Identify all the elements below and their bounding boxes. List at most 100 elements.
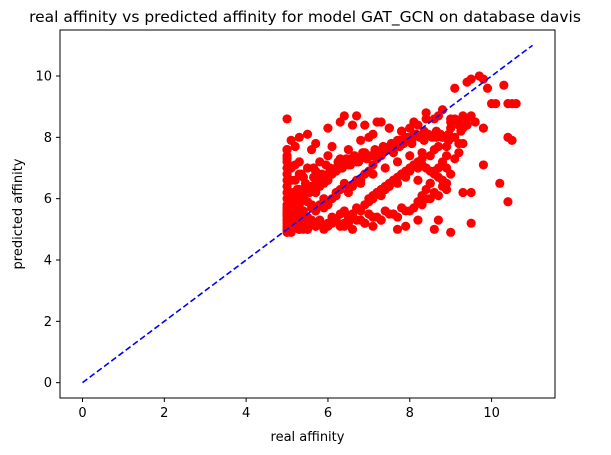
x-tick-label: 10 — [483, 406, 500, 421]
y-axis: 0 2 4 6 8 10 — [35, 70, 60, 391]
plot-area — [59, 29, 556, 399]
y-tick-label: 2 — [44, 315, 52, 330]
data-point — [294, 157, 304, 167]
data-point — [302, 129, 313, 139]
data-point — [376, 215, 386, 225]
data-point — [441, 151, 452, 161]
data-point — [282, 145, 292, 155]
data-point — [478, 74, 489, 84]
data-point — [478, 123, 489, 133]
x-tick-label: 4 — [242, 406, 250, 421]
data-point — [370, 148, 380, 158]
data-point — [417, 148, 427, 158]
data-point — [446, 227, 456, 237]
data-point — [306, 200, 317, 210]
data-point — [351, 111, 362, 121]
data-point — [321, 160, 331, 170]
data-point — [392, 224, 403, 234]
x-tick-label: 8 — [406, 406, 414, 421]
x-tick-label: 6 — [324, 406, 332, 421]
data-point — [358, 151, 368, 161]
data-point — [382, 145, 392, 155]
data-point — [323, 123, 333, 133]
data-point — [284, 175, 294, 185]
data-point — [311, 221, 321, 231]
data-point — [446, 169, 456, 179]
chart-title: real affinity vs predicted affinity for … — [29, 8, 581, 27]
data-point — [343, 181, 354, 191]
data-point — [333, 157, 343, 167]
data-point — [282, 209, 292, 219]
data-point — [466, 74, 476, 84]
data-point — [368, 169, 378, 179]
reference-line — [82, 44, 533, 384]
data-point — [392, 212, 403, 222]
data-point — [421, 114, 431, 124]
plot-frame — [59, 29, 556, 399]
data-point — [429, 224, 439, 234]
data-point — [491, 99, 501, 109]
data-point — [478, 160, 489, 170]
data-point — [482, 83, 493, 93]
data-point — [413, 175, 423, 185]
data-point — [347, 224, 358, 234]
data-point — [343, 145, 354, 155]
series-group — [82, 44, 533, 384]
data-point — [425, 194, 435, 204]
data-point — [458, 123, 468, 133]
data-point — [419, 135, 429, 145]
data-point — [407, 138, 417, 149]
data-point — [421, 184, 431, 195]
data-point — [437, 132, 448, 142]
data-point — [282, 154, 292, 164]
data-point — [351, 215, 362, 225]
data-point — [495, 178, 505, 188]
data-point — [372, 117, 382, 127]
data-point — [429, 166, 439, 176]
data-point — [409, 203, 419, 213]
data-point — [368, 212, 378, 222]
y-tick-label: 10 — [35, 70, 52, 85]
data-point — [294, 206, 304, 216]
data-point — [384, 123, 394, 133]
data-point — [433, 191, 444, 201]
data-point — [309, 163, 319, 173]
data-point — [458, 111, 468, 121]
data-point — [401, 221, 411, 231]
data-point — [466, 218, 476, 228]
data-point — [323, 151, 333, 161]
data-point — [454, 148, 464, 158]
x-axis: 0 2 4 6 8 10 — [78, 398, 500, 421]
data-point — [368, 221, 378, 231]
data-point — [413, 215, 423, 225]
data-point — [458, 187, 468, 198]
data-point — [356, 175, 366, 185]
data-point — [433, 215, 444, 225]
data-point — [384, 209, 394, 219]
y-tick-label: 4 — [44, 254, 52, 269]
data-point — [417, 194, 427, 204]
data-point — [290, 141, 300, 152]
data-point — [335, 117, 345, 127]
data-point — [441, 141, 452, 152]
data-point — [450, 132, 460, 142]
data-point — [401, 206, 411, 216]
data-point — [503, 197, 513, 207]
data-point — [441, 178, 452, 188]
data-point — [507, 135, 517, 145]
x-tick-label: 2 — [160, 406, 168, 421]
data-point — [450, 83, 460, 93]
data-point — [339, 221, 349, 231]
data-point — [345, 154, 356, 164]
x-tick-label: 0 — [78, 406, 86, 421]
data-point — [499, 80, 509, 90]
data-point — [327, 218, 337, 228]
data-point — [450, 114, 460, 124]
data-point — [511, 99, 521, 109]
data-point — [396, 126, 407, 136]
data-point — [360, 120, 370, 130]
data-point — [380, 163, 390, 173]
data-point — [296, 169, 306, 179]
data-point — [311, 138, 321, 149]
